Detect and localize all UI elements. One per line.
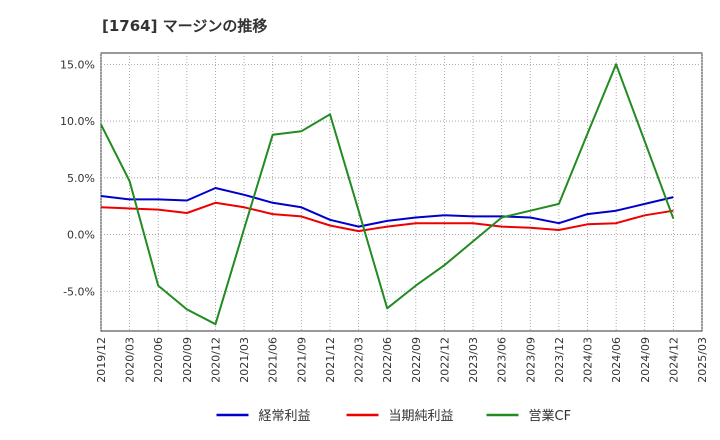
y-axis-ticks: 15.0% 10.0% 5.0% 0.0% -5.0% bbox=[60, 58, 95, 298]
plot-area bbox=[100, 52, 703, 332]
grid-lines bbox=[100, 53, 703, 331]
x-tick-label: 2022/03 bbox=[353, 337, 366, 383]
legend: 経常利益 当期純利益 営業CF bbox=[216, 408, 572, 424]
x-tick-label: 2020/09 bbox=[181, 337, 194, 383]
x-tick-label: 2021/06 bbox=[267, 337, 280, 383]
x-tick-label: 2022/06 bbox=[381, 337, 394, 383]
x-tick-label: 2021/03 bbox=[238, 337, 251, 383]
series-line bbox=[100, 201, 674, 233]
x-tick-label: 2025/03 bbox=[696, 337, 709, 383]
x-tick-label: 2020/03 bbox=[124, 337, 137, 383]
legend-label: 当期純利益 bbox=[389, 409, 454, 424]
x-tick-label: 2024/06 bbox=[610, 337, 623, 383]
y-tick-label: 10.0% bbox=[60, 115, 95, 128]
x-tick-label: 2024/12 bbox=[667, 337, 680, 383]
x-tick-label: 2023/06 bbox=[496, 337, 509, 383]
series-lines bbox=[100, 63, 675, 326]
x-tick-label: 2021/12 bbox=[324, 337, 337, 383]
plot-border bbox=[100, 52, 703, 332]
legend-label: 営業CF bbox=[529, 408, 572, 424]
y-tick-label: -5.0% bbox=[63, 285, 95, 298]
series-line bbox=[100, 63, 675, 326]
x-tick-label: 2024/03 bbox=[582, 337, 595, 383]
x-tick-label: 2024/09 bbox=[639, 337, 652, 383]
y-tick-label: 15.0% bbox=[60, 58, 95, 71]
x-tick-label: 2021/09 bbox=[295, 337, 308, 383]
series-line bbox=[100, 187, 674, 228]
x-tick-label: 2023/03 bbox=[467, 337, 480, 383]
chart-title: [1764] マージンの推移 bbox=[102, 17, 267, 35]
legend-label: 経常利益 bbox=[259, 409, 311, 424]
x-tick-label: 2023/09 bbox=[524, 337, 537, 383]
x-tick-label: 2022/09 bbox=[410, 337, 423, 383]
x-tick-label: 2019/12 bbox=[95, 337, 108, 383]
y-tick-label: 5.0% bbox=[67, 172, 95, 185]
x-tick-label: 2022/12 bbox=[438, 337, 451, 383]
x-tick-label: 2020/06 bbox=[152, 337, 165, 383]
x-axis-ticks: 2019/12 2020/03 2020/06 2020/09 2020/12 2021/… bbox=[95, 337, 709, 383]
x-tick-label: 2020/12 bbox=[209, 337, 222, 383]
y-tick-label: 0.0% bbox=[67, 229, 95, 242]
x-tick-label: 2023/12 bbox=[553, 337, 566, 383]
